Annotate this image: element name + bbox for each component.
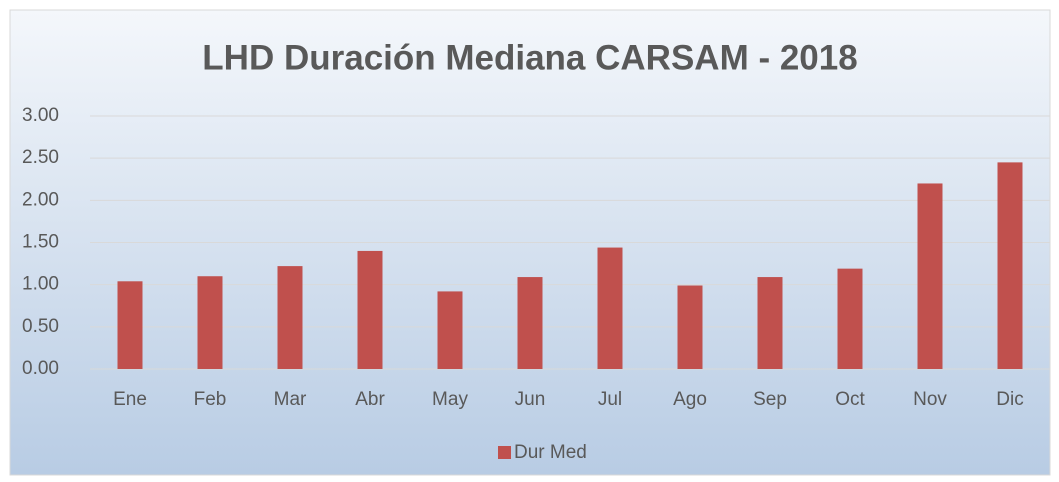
- y-tick-label: 0.50: [22, 316, 59, 337]
- chart-title: LHD Duración Mediana CARSAM - 2018: [202, 38, 857, 77]
- bar: [277, 266, 303, 369]
- y-tick-label: 2.00: [22, 189, 59, 210]
- x-tick-label: Sep: [753, 389, 787, 410]
- bar: [597, 247, 623, 369]
- x-tick-label: May: [432, 389, 468, 410]
- bar: [757, 277, 783, 369]
- x-tick-label: Jun: [515, 389, 546, 410]
- bar: [997, 162, 1023, 369]
- bar: [117, 281, 143, 369]
- y-tick-label: 2.50: [22, 147, 59, 168]
- y-tick-label: 3.00: [22, 105, 59, 126]
- x-tick-label: Nov: [913, 389, 947, 410]
- bar: [677, 285, 703, 369]
- bar: [837, 268, 863, 369]
- y-tick-label: 1.00: [22, 274, 59, 295]
- x-tick-label: Mar: [274, 389, 307, 410]
- x-tick-label: Ago: [673, 389, 707, 410]
- bar: [517, 277, 543, 369]
- bar: [357, 250, 383, 369]
- legend-label: Dur Med: [514, 442, 587, 463]
- x-tick-label: Abr: [355, 389, 385, 410]
- x-tick-label: Feb: [194, 389, 227, 410]
- y-tick-label: 0.00: [22, 358, 59, 379]
- x-tick-label: Jul: [598, 389, 622, 410]
- y-tick-label: 1.50: [22, 232, 59, 253]
- x-tick-label: Ene: [113, 389, 147, 410]
- bar: [197, 276, 223, 369]
- bar: [437, 291, 463, 369]
- bar: [917, 183, 943, 369]
- legend-swatch: [498, 446, 511, 459]
- x-tick-label: Dic: [996, 389, 1023, 410]
- x-tick-label: Oct: [835, 389, 865, 410]
